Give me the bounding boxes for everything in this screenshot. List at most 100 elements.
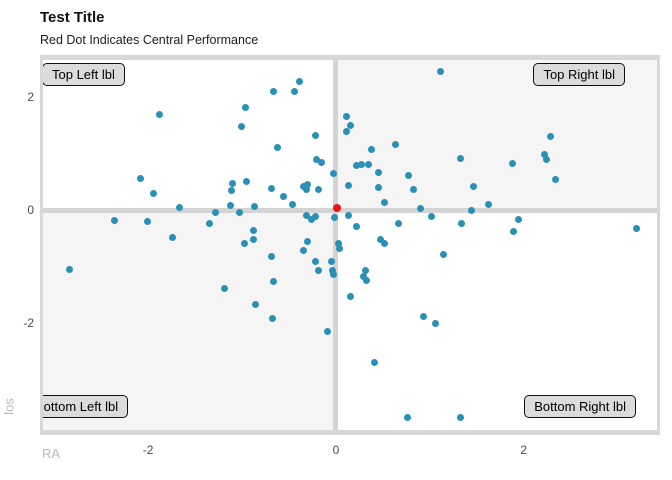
data-point <box>362 267 370 275</box>
data-point <box>137 174 145 182</box>
data-point <box>403 413 411 421</box>
data-point <box>335 240 343 248</box>
data-point <box>346 122 354 130</box>
quadrant-shade-bottom-left <box>43 210 336 430</box>
data-point <box>342 112 350 120</box>
data-point <box>370 359 378 367</box>
data-point <box>391 141 399 149</box>
quadrant-label-bottom-right: Bottom Right lbl <box>524 395 636 418</box>
data-point <box>346 292 354 300</box>
quadrant-label-top-left: Top Left lbl <box>43 63 125 86</box>
data-point <box>299 182 307 190</box>
data-point <box>228 186 236 194</box>
data-point <box>344 182 352 190</box>
data-point <box>289 200 297 208</box>
data-point <box>485 200 493 208</box>
data-point <box>363 277 371 285</box>
data-point <box>155 110 163 118</box>
data-point <box>632 225 640 233</box>
x-axis-title: RA <box>42 446 61 461</box>
quadrant-label-top-right: Top Right lbl <box>533 63 625 86</box>
data-point <box>250 203 258 211</box>
data-point <box>314 185 322 193</box>
data-point <box>357 161 365 169</box>
data-point <box>410 185 418 193</box>
data-point <box>547 132 555 140</box>
data-point <box>308 216 315 224</box>
data-point <box>329 170 337 178</box>
data-point <box>249 236 257 244</box>
data-point <box>457 413 465 421</box>
data-point <box>353 161 361 169</box>
data-point <box>542 155 550 163</box>
data-point <box>110 216 118 224</box>
y-axis-title: los <box>1 398 17 415</box>
y-tick-label: 0 <box>27 203 34 218</box>
data-point <box>416 205 424 213</box>
horizontal-reference-line <box>43 207 657 213</box>
data-point <box>169 234 177 242</box>
data-point <box>368 145 376 153</box>
data-point <box>552 175 560 183</box>
data-point <box>336 244 344 252</box>
data-point <box>314 267 322 275</box>
data-point <box>304 238 312 246</box>
data-point <box>269 278 277 286</box>
data-point <box>329 271 337 279</box>
data-point <box>331 214 339 222</box>
data-point <box>374 168 382 176</box>
data-point <box>295 77 303 85</box>
data-point <box>267 185 275 193</box>
data-point <box>342 127 350 135</box>
data-point <box>304 180 312 188</box>
data-point <box>327 258 335 266</box>
data-point <box>311 213 319 221</box>
center-data-point <box>332 204 341 213</box>
data-point <box>235 209 243 217</box>
data-point <box>359 273 367 281</box>
chart-title: Test Title <box>40 9 105 26</box>
data-point <box>328 267 336 275</box>
data-point <box>540 151 548 159</box>
chart-subtitle: Red Dot Indicates Central Performance <box>40 33 259 47</box>
plot-panel: Top Left lbl Top Right lbl Bottom Left l… <box>40 55 660 435</box>
y-tick-label: -2 <box>23 315 34 330</box>
data-point <box>312 155 320 163</box>
data-point <box>175 203 183 211</box>
x-tick-label: -2 <box>142 443 154 457</box>
data-point <box>374 183 382 191</box>
data-point <box>242 103 250 111</box>
data-point <box>220 284 228 292</box>
data-point <box>205 219 213 227</box>
y-tick-label: 2 <box>27 90 34 105</box>
data-point <box>440 251 448 259</box>
data-point <box>243 178 251 186</box>
data-point <box>344 211 352 219</box>
data-point <box>311 131 319 139</box>
data-point <box>458 220 466 228</box>
data-point <box>241 239 249 247</box>
data-point <box>395 219 403 227</box>
data-point <box>509 227 517 235</box>
data-point <box>318 158 326 166</box>
x-tick-label: 0 <box>332 443 340 457</box>
data-point <box>237 123 245 131</box>
data-point <box>515 216 523 224</box>
data-point <box>381 239 389 247</box>
data-point <box>381 199 389 207</box>
data-point <box>467 206 475 214</box>
data-point <box>229 180 237 188</box>
data-point <box>251 300 259 308</box>
data-point <box>376 236 384 244</box>
data-point <box>404 172 412 180</box>
data-point <box>249 226 257 234</box>
quadrant-label-bottom-left: Bottom Left lbl <box>43 395 129 418</box>
data-point <box>419 313 427 321</box>
data-point <box>353 223 361 231</box>
data-point <box>269 87 277 95</box>
data-point <box>508 159 516 167</box>
data-point <box>291 87 299 95</box>
data-point <box>274 144 282 152</box>
data-point <box>470 182 478 190</box>
data-point <box>267 253 275 261</box>
